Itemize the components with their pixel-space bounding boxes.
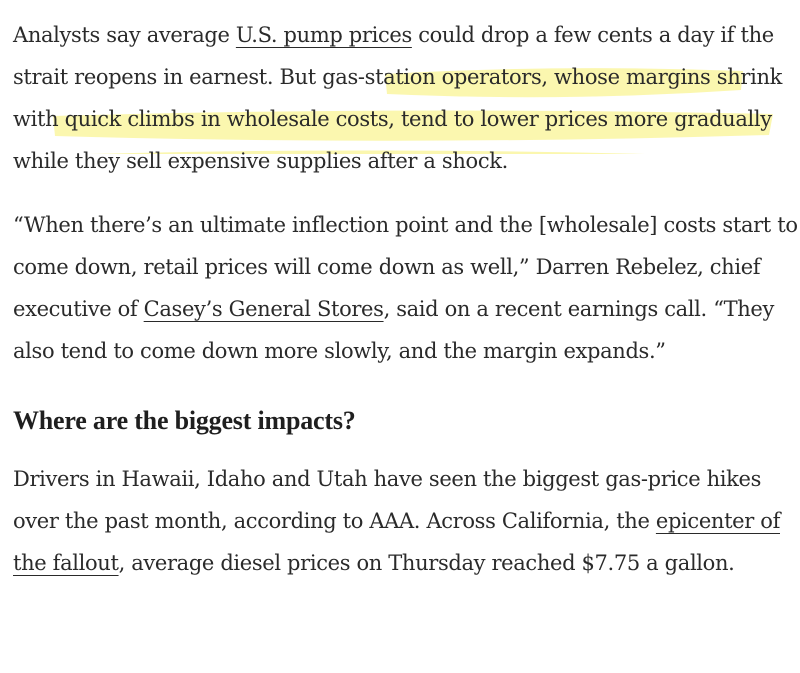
section-heading: Where are the biggest impacts? bbox=[13, 406, 356, 435]
link-us-pump-prices[interactable]: U.S. pump prices bbox=[235, 23, 412, 47]
paragraph-2-quote-part-2: , said on a recent earnings call. “They … bbox=[13, 297, 774, 363]
paragraph-1-text-after-link: could drop a few cents a day if the stra… bbox=[13, 23, 774, 89]
paragraph-3-text-after-link: , average diesel prices on Thursday reac… bbox=[118, 551, 735, 575]
paragraph-biggest-impacts: Drivers in Hawaii, Idaho and Utah have s… bbox=[13, 458, 798, 584]
paragraph-3-text-before-link: Drivers in Hawaii, Idaho and Utah have s… bbox=[13, 467, 762, 533]
paragraph-1-text-before-link: Analysts say average bbox=[13, 23, 236, 47]
link-epicenter-of-the-fallout[interactable]: epicenter of the fallout bbox=[13, 509, 780, 575]
link-caseys-general-stores[interactable]: Casey’s General Stores bbox=[143, 297, 384, 321]
paragraph-1-period: . bbox=[501, 149, 509, 173]
paragraph-casey-quote: “When there’s an ultimate inflection poi… bbox=[13, 204, 798, 372]
paragraph-2-quote-part-1: “When there’s an ultimate inflection poi… bbox=[13, 213, 798, 321]
paragraph-pump-prices: Analysts say average U.S. pump prices co… bbox=[13, 14, 798, 182]
